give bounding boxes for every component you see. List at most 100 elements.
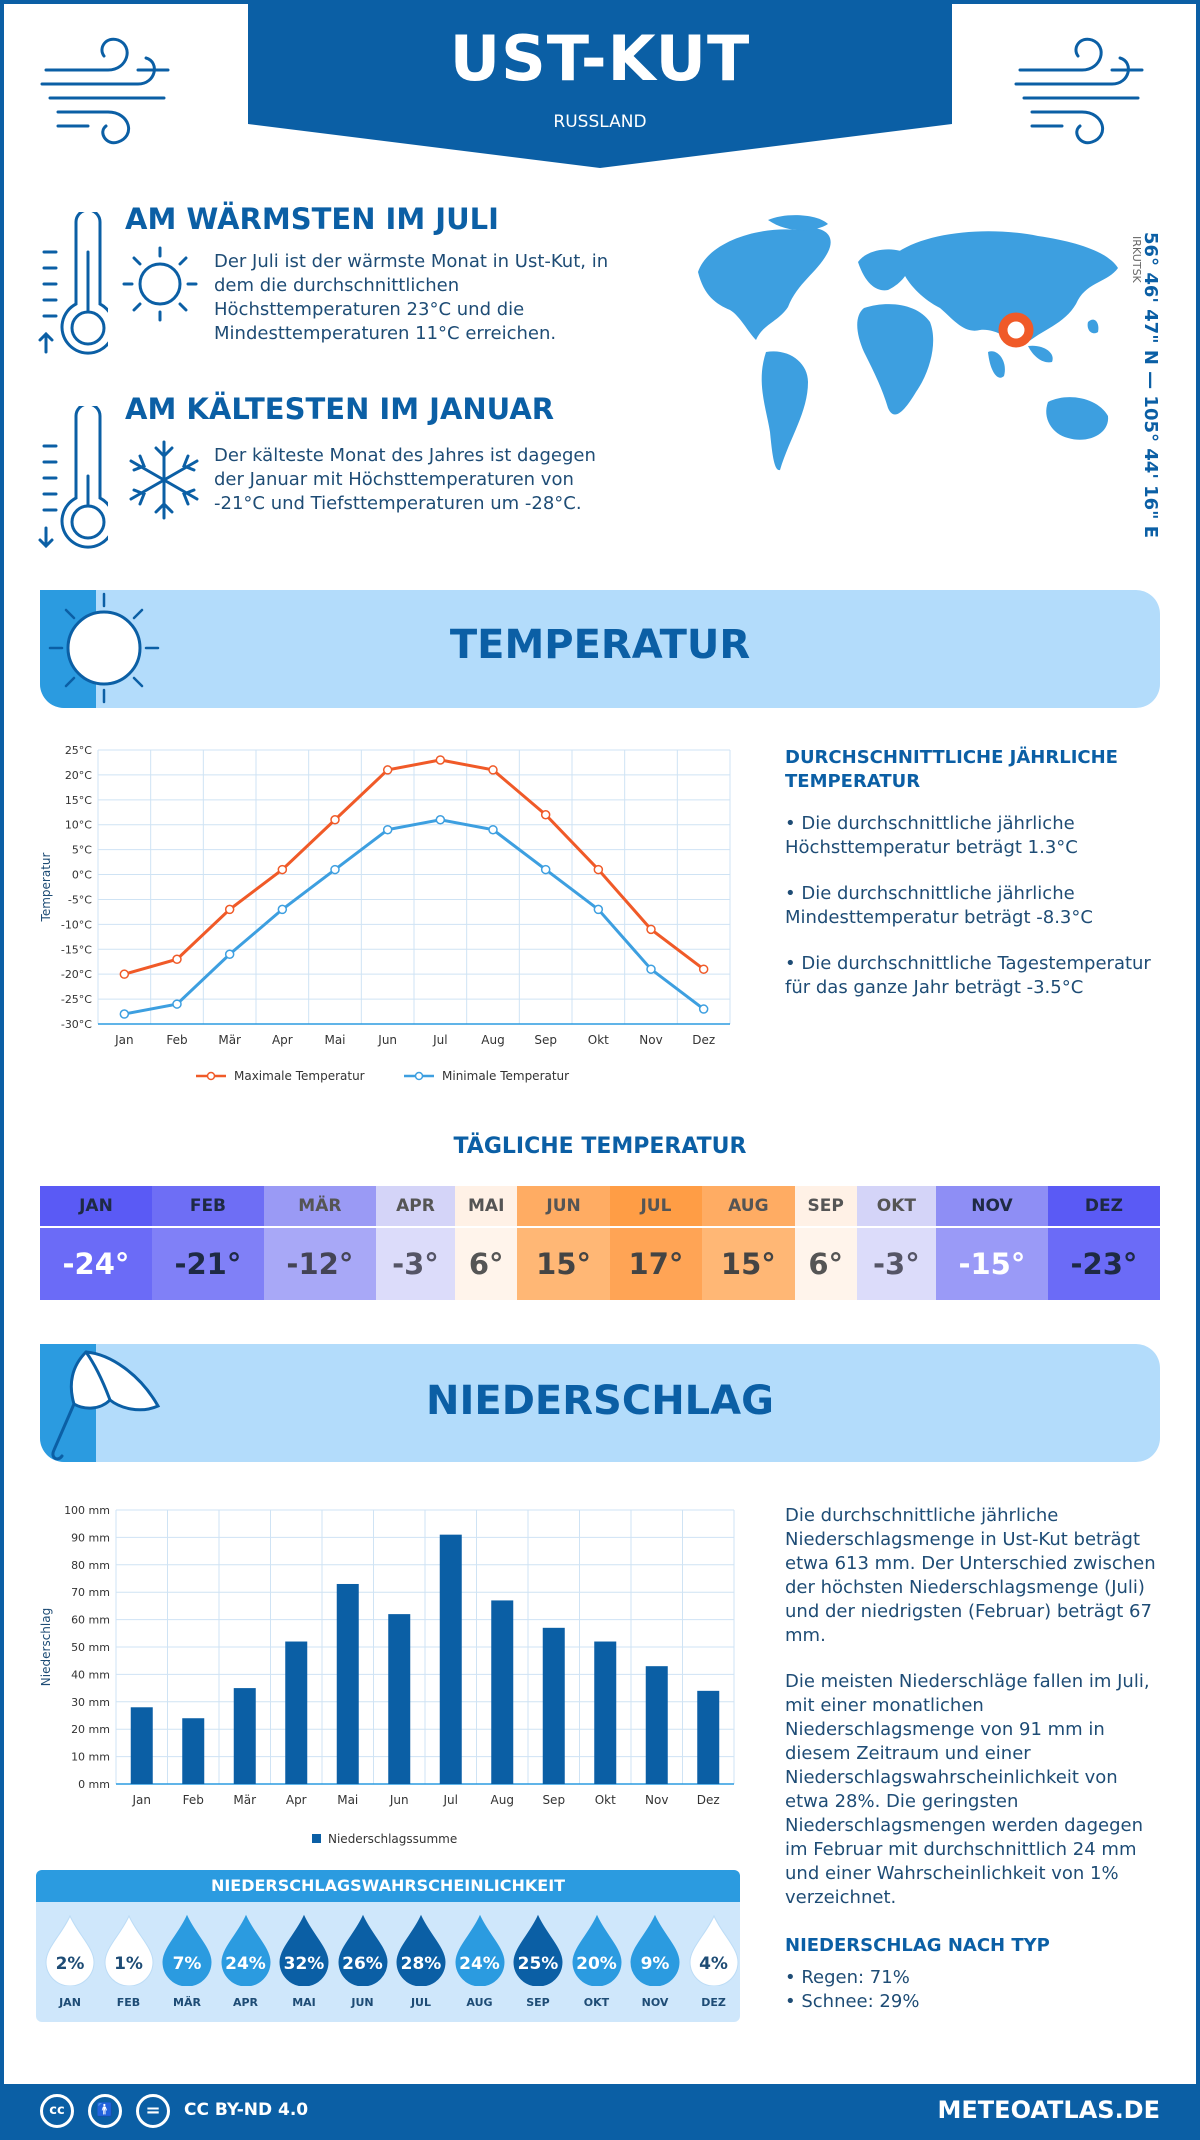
raindrop-shape	[396, 1914, 446, 1986]
month-header: OKT	[856, 1186, 936, 1227]
bullet-line: • Die durchschnittliche jährliche	[785, 883, 1075, 904]
bar	[336, 1583, 359, 1784]
data-point	[382, 765, 393, 775]
x-tick-label: Nov	[639, 1033, 662, 1047]
precipitation-paragraph-1: Die durchschnittliche jährliche Niedersc…	[785, 1504, 1156, 1648]
x-tick-label: Sep	[534, 1033, 557, 1047]
month-header: DEZ	[1047, 1186, 1160, 1227]
legend-label: Minimale Temperatur	[442, 1069, 569, 1083]
y-axis-label: Temperatur	[39, 852, 53, 922]
probability-month-label: SEP	[526, 1996, 550, 2009]
probability-value: 32%	[283, 1954, 325, 1974]
x-tick-label: Jul	[443, 1793, 458, 1807]
probability-value: 2%	[55, 1954, 85, 1974]
license-label[interactable]: CC BY-ND 4.0	[184, 2100, 309, 2120]
raindrop-shape	[571, 1914, 622, 1986]
data-point	[540, 864, 551, 875]
x-tick-label: Sep	[542, 1793, 565, 1807]
daily-temperature-title: TÄGLICHE TEMPERATUR	[453, 1134, 747, 1159]
raindrop-icon	[688, 1914, 739, 1986]
paragraph-line: mit einer monatlichen	[785, 1695, 984, 1716]
city-title: UST-KUT	[449, 22, 751, 95]
probability-month-label: JAN	[59, 1996, 81, 2009]
data-point	[172, 999, 182, 1009]
temperature-band	[40, 590, 1160, 708]
brand-link[interactable]: METEOATLAS.DE	[937, 2096, 1160, 2124]
raindrop-shape	[45, 1914, 95, 1986]
x-tick-label: Apr	[272, 1033, 293, 1047]
paragraph-line: und der niedrigsten (Februar) beträgt 67	[785, 1601, 1152, 1622]
y-tick-label: 20°C	[65, 769, 92, 782]
month-header: MAI	[455, 1186, 518, 1227]
paragraph-line: mm.	[785, 1625, 826, 1646]
raindrop-shape	[688, 1914, 739, 1986]
bar	[491, 1600, 514, 1784]
x-tick-label: Mai	[337, 1793, 358, 1807]
y-tick-label: 50 mm	[71, 1641, 110, 1654]
precipitation-type-list: • Regen: 71% • Schnee: 29%	[785, 1966, 919, 2014]
x-tick-label: Dez	[692, 1033, 715, 1047]
daily-temperature-value: -23°	[1047, 1226, 1160, 1300]
y-tick-label: 20 mm	[71, 1723, 110, 1736]
legend-marker	[414, 1071, 424, 1081]
data-point	[435, 814, 446, 825]
x-tick-label: Jan	[132, 1793, 152, 1807]
raindrop-shape	[454, 1914, 505, 1986]
precipitation-paragraph-2: Die meisten Niederschläge fallen im Juli…	[785, 1670, 1150, 1910]
y-tick-label: -5°C	[68, 893, 92, 906]
bullet-line: Höchsttemperatur beträgt 1.3°C	[785, 837, 1078, 858]
raindrop-icon	[45, 1914, 95, 1986]
month-header: APR	[375, 1186, 456, 1227]
month-header: NOV	[935, 1186, 1048, 1227]
data-point	[646, 964, 656, 974]
series-line	[124, 818, 705, 1016]
data-point	[488, 765, 498, 775]
bar	[182, 1718, 205, 1784]
daily-temperature-value: 17°	[609, 1226, 703, 1300]
bar	[645, 1666, 668, 1784]
umbrella-icon	[40, 1344, 161, 1462]
probability-month-label: JUL	[410, 1996, 432, 2009]
paragraph-line: Niederschlagsmenge von 91 mm in	[785, 1719, 1105, 1740]
snowflake-icon	[129, 440, 199, 520]
x-tick-label: Nov	[645, 1793, 668, 1807]
annual-temperature-heading: DURCHSCHNITTLICHE JÄHRLICHE TEMPERATUR	[785, 746, 1118, 794]
data-point	[646, 924, 656, 935]
daily-temperature-value: -12°	[263, 1226, 376, 1300]
y-tick-label: -15°C	[61, 943, 92, 956]
legend-swatch	[312, 1834, 321, 1843]
location-marker	[998, 312, 1034, 348]
bar	[594, 1641, 617, 1784]
y-tick-label: 15°C	[65, 794, 92, 807]
x-tick-label: Feb	[183, 1793, 204, 1807]
coldest-description: Der kälteste Monat des Jahres ist dagege…	[214, 444, 596, 516]
paragraph-line: und einer Wahrscheinlichkeit von 1%	[785, 1863, 1119, 1884]
y-tick-label: 90 mm	[71, 1531, 110, 1544]
warmest-description: Der Juli ist der wärmste Monat in Ust-Ku…	[214, 250, 608, 346]
x-tick-label: Dez	[697, 1793, 720, 1807]
precipitation-probability-title: NIEDERSCHLAGSWAHRSCHEINLICHKEIT	[36, 1870, 740, 1902]
bar	[542, 1627, 565, 1784]
header-banner	[248, 0, 952, 168]
region-label: IRKUTSK	[1130, 236, 1143, 283]
daily-temperature-value: -3°	[856, 1226, 936, 1300]
probability-value: 24%	[225, 1954, 266, 1974]
x-tick-label: Mai	[324, 1033, 345, 1047]
type-snow: • Schnee: 29%	[785, 1991, 920, 2012]
y-tick-label: -20°C	[61, 968, 92, 981]
data-point	[540, 810, 551, 820]
y-tick-label: 10°C	[65, 819, 92, 832]
data-point	[488, 824, 498, 835]
x-tick-label: Jan	[114, 1033, 134, 1047]
raindrop-icon	[103, 1914, 154, 1986]
x-tick-label: Feb	[166, 1033, 187, 1047]
raindrop-icon	[396, 1914, 446, 1986]
cc-icon: cc	[40, 2094, 74, 2128]
y-tick-label: 30 mm	[71, 1696, 110, 1709]
raindrop-icon	[279, 1914, 329, 1986]
probability-month-label: NOV	[641, 1996, 669, 2009]
equals-icon: =	[136, 2094, 170, 2128]
bullet-line: für das ganze Jahr beträgt -3.5°C	[785, 977, 1084, 998]
data-point	[277, 864, 288, 875]
annual-mean-bullet: • Die durchschnittliche Tagestemperatur …	[785, 952, 1151, 1000]
